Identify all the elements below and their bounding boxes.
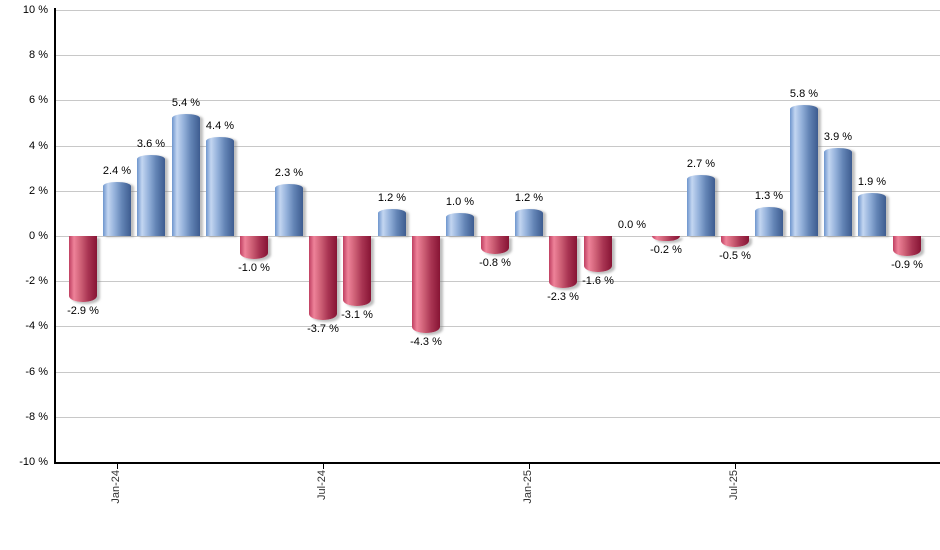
bar-value-label: 3.6 % [136,138,166,150]
bar-value-label: -4.3 % [410,336,442,348]
bar [481,236,509,254]
y-axis-tick-label: -4 % [25,320,48,332]
bar [755,207,783,236]
y-axis-tick-label: 10 % [22,4,48,16]
bar-value-label: 1.9 % [857,176,887,188]
bar-value-label: 5.4 % [171,97,201,109]
gridline [55,417,940,418]
bar-value-label: -3.1 % [341,309,373,321]
bar-value-label: 2.7 % [686,158,716,170]
bar-value-label: 2.4 % [102,165,132,177]
bar [275,184,303,236]
bar-value-label: 2.3 % [274,167,304,179]
bar-value-label: -0.8 % [479,257,511,269]
gridline [55,191,940,192]
y-axis-tick-label: 2 % [29,185,48,197]
gridline [55,100,940,101]
y-axis-tick-label: 6 % [29,94,48,106]
bar [343,236,371,306]
bar-value-label: 1.2 % [377,192,407,204]
gridline [55,372,940,373]
x-axis-line [54,462,940,464]
x-axis-tick-label: Jan-25 [522,470,534,504]
bar [515,209,543,236]
bar-value-label: 3.9 % [823,131,853,143]
y-axis-tick-label: -10 % [19,456,48,468]
bar [446,213,474,236]
bar-value-label: -1.6 % [582,275,614,287]
bar [240,236,268,259]
bar [549,236,577,288]
x-axis-tick [323,463,324,469]
bar [824,148,852,236]
gridline [55,326,940,327]
x-axis-tick [529,463,530,469]
bar [137,155,165,236]
y-axis-tick-label: 4 % [29,140,48,152]
bar-value-label: -1.0 % [238,262,270,274]
bar-value-label: -0.2 % [650,244,682,256]
bar [790,105,818,236]
bar [69,236,97,302]
bar-value-label: -3.7 % [307,323,339,335]
bar [687,175,715,236]
bar [858,193,886,236]
y-axis-tick-label: -2 % [25,275,48,287]
bar [721,236,749,247]
x-axis-tick-label: Jul-24 [316,470,328,500]
x-axis-tick [735,463,736,469]
bar-value-label: 1.3 % [754,190,784,202]
y-axis-tick-label: -8 % [25,411,48,423]
x-axis-tick [117,463,118,469]
gridline [55,10,940,11]
bar [412,236,440,333]
bar-value-label: -2.9 % [67,305,99,317]
bar [309,236,337,320]
bar-value-label: -2.3 % [547,291,579,303]
x-axis-tick-label: Jan-24 [110,470,122,504]
bar-value-label: -0.9 % [891,259,923,271]
x-axis-tick-label: Jul-25 [728,470,740,500]
bar [652,236,680,241]
bar-value-label: 4.4 % [205,120,235,132]
bar [206,137,234,236]
bar-value-label: 5.8 % [789,88,819,100]
bar-value-label: -0.5 % [719,250,751,262]
gridline [55,146,940,147]
bar [103,182,131,236]
y-axis-tick-label: -6 % [25,366,48,378]
bar [378,209,406,236]
bar [584,236,612,272]
gridline [55,55,940,56]
bar [893,236,921,256]
bar [172,114,200,236]
y-axis-line [54,8,56,463]
gridline [55,281,940,282]
y-axis-tick-label: 0 % [29,230,48,242]
bar-value-label: 0.0 % [617,219,647,231]
bar-value-label: 1.0 % [445,196,475,208]
bar-value-label: 1.2 % [514,192,544,204]
y-axis-tick-label: 8 % [29,49,48,61]
